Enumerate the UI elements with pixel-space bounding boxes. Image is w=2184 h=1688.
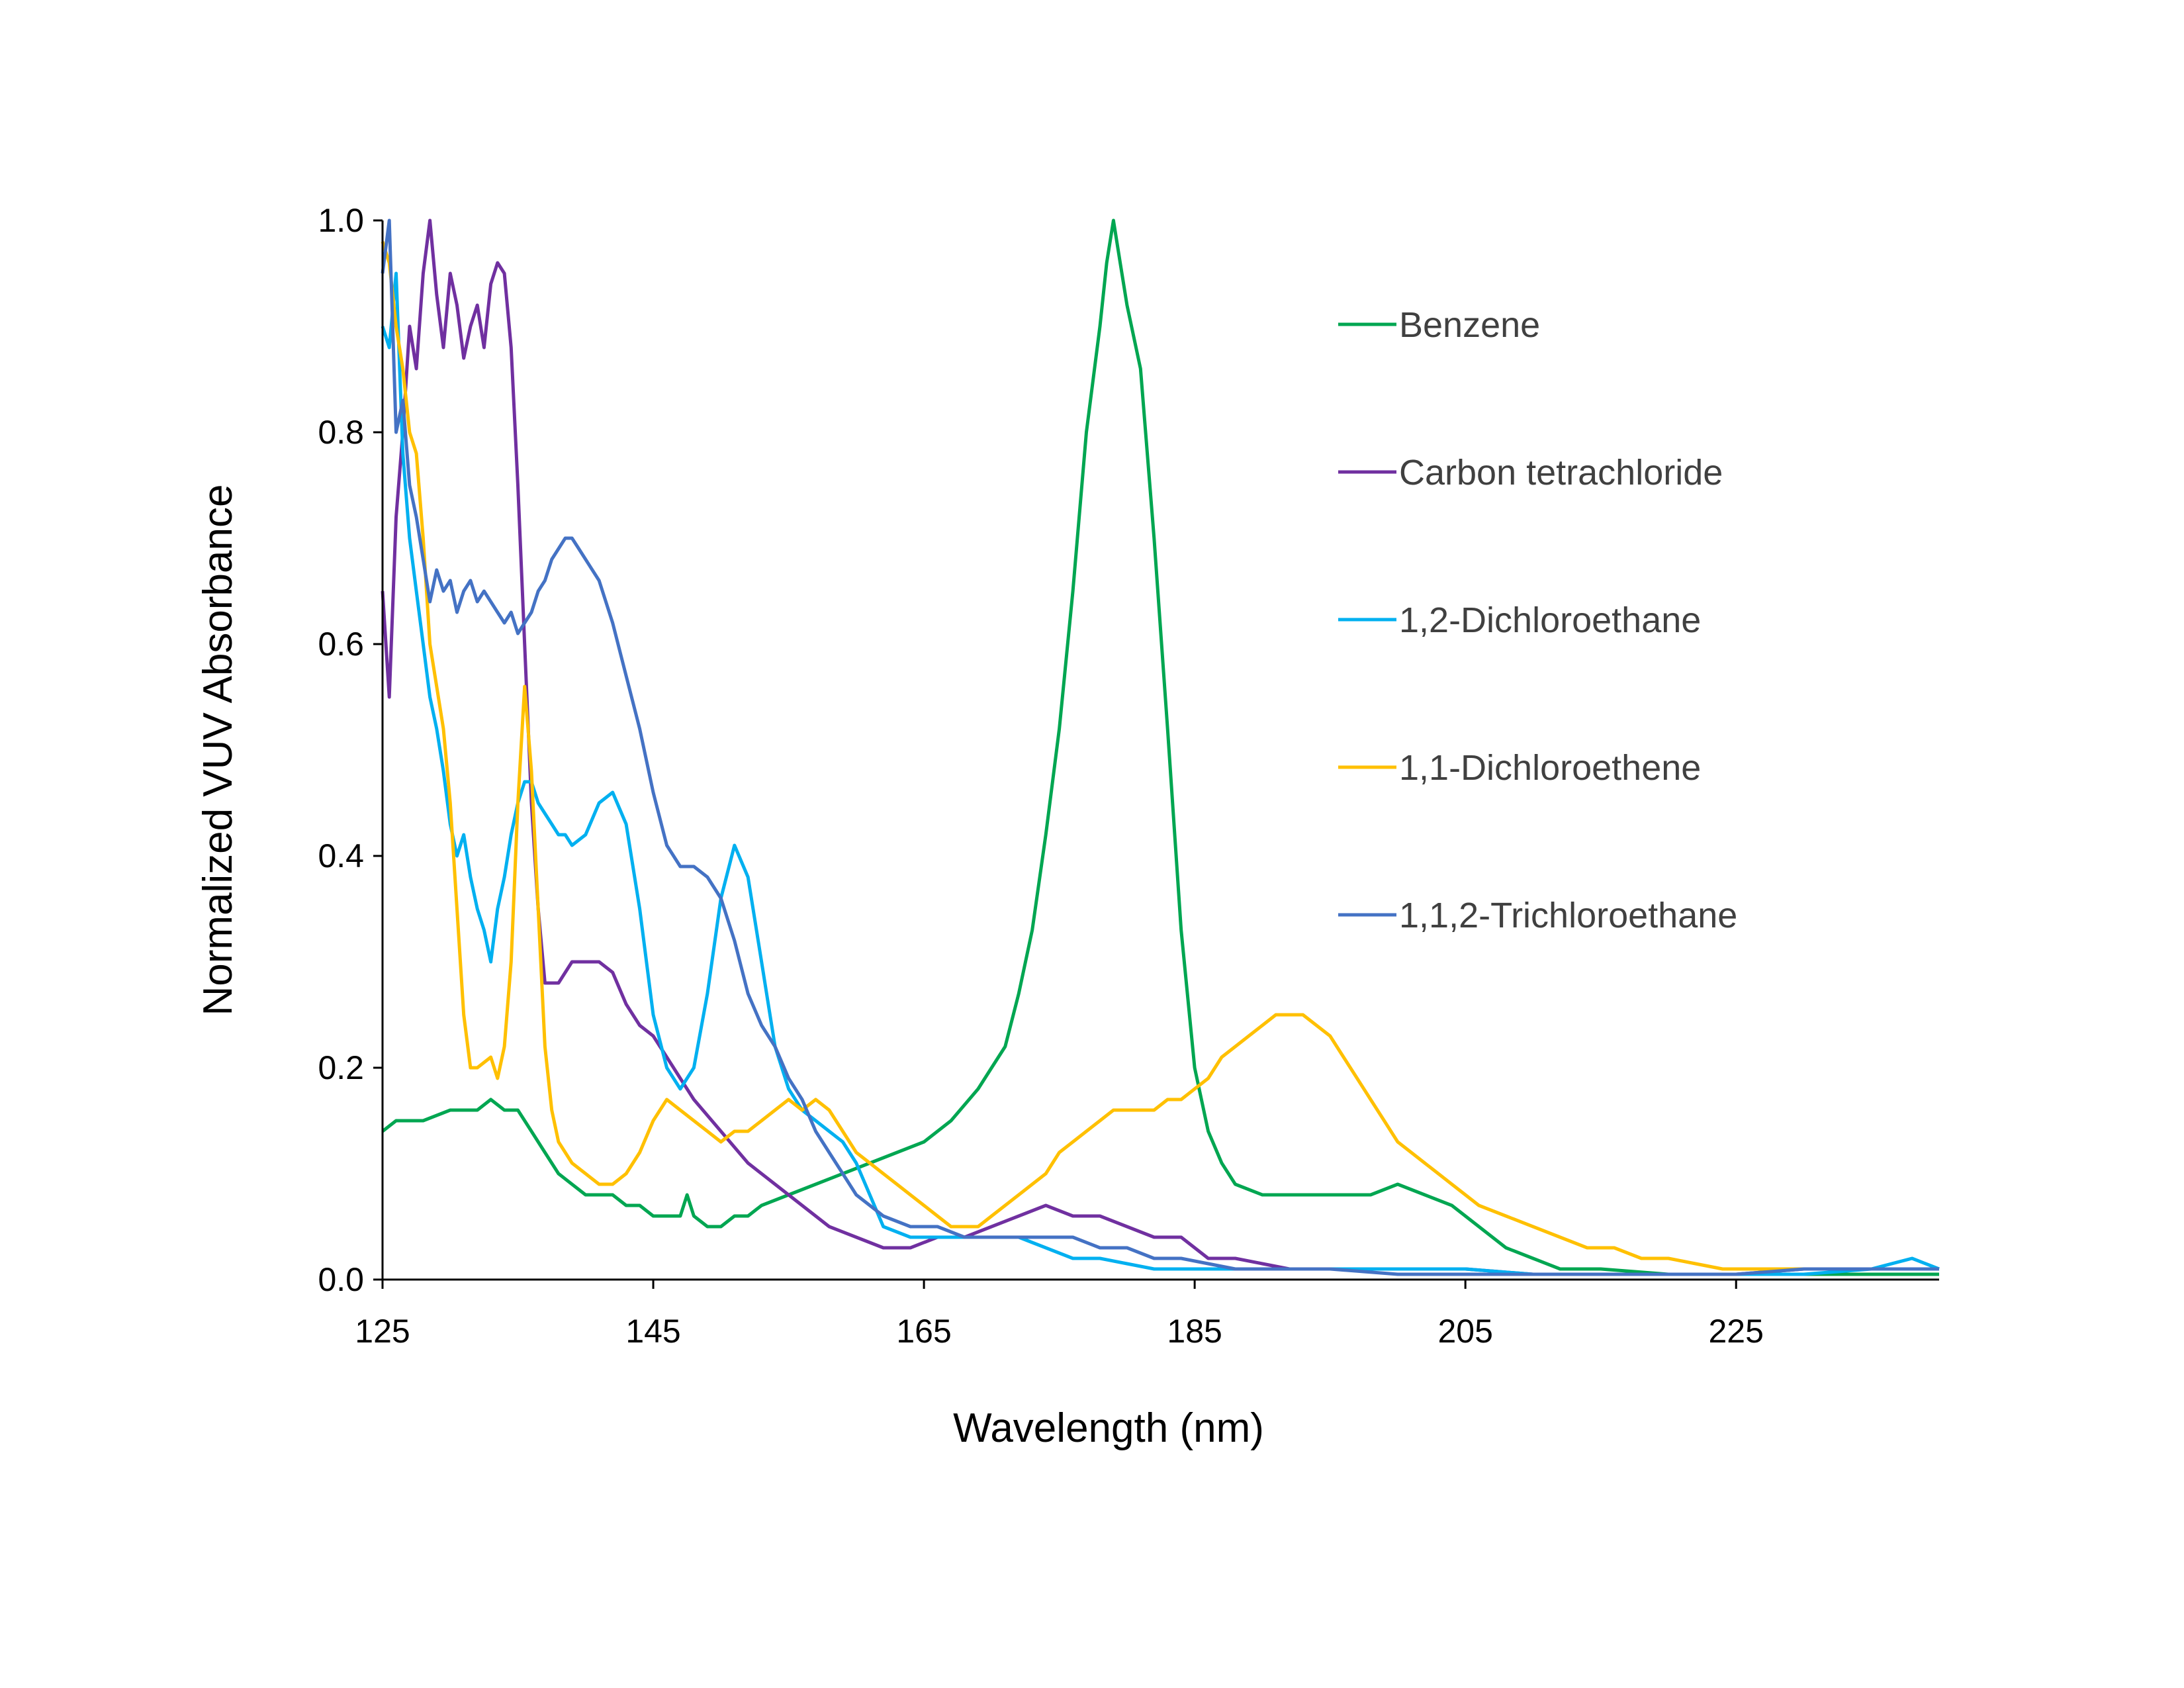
x-tick-label: 125 — [355, 1313, 410, 1350]
y-tick-label: 0.4 — [318, 837, 364, 874]
series-line-4 — [381, 241, 1939, 1271]
x-tick-label: 205 — [1437, 1313, 1492, 1350]
y-ticks: 0.0 0.2 0.4 0.6 0.8 1.0 — [318, 202, 383, 1298]
legend-label: 1,1,2-Trichloroethane — [1399, 896, 1737, 935]
series-line-5 — [381, 218, 1939, 1276]
y-tick-label: 0.6 — [318, 626, 364, 663]
legend-label: 1,2-Dichloroethane — [1399, 600, 1701, 640]
x-tick-label: 165 — [896, 1313, 951, 1350]
y-tick-label: 0.8 — [318, 414, 364, 451]
y-tick-label: 0.0 — [318, 1261, 364, 1298]
legend-label: Carbon tetrachloride — [1399, 453, 1723, 492]
x-tick-label: 185 — [1167, 1313, 1222, 1350]
legend-label: 1,1-Dichloroethene — [1399, 748, 1701, 788]
plot-series — [381, 218, 1940, 1276]
series-line-1 — [381, 218, 1939, 1276]
y-tick-label: 1.0 — [318, 202, 364, 239]
legend: Benzene Carbon tetrachloride 1,2-Dichloroe… — [1338, 305, 1737, 935]
series-line-3 — [381, 271, 1940, 1276]
legend-label: Benzene — [1399, 305, 1540, 345]
series-line-2 — [381, 218, 1939, 1276]
x-tick-label: 225 — [1708, 1313, 1763, 1350]
x-tick-label: 145 — [625, 1313, 680, 1350]
x-ticks: 125 145 165 185 205 225 — [355, 1280, 1764, 1350]
y-tick-label: 0.2 — [318, 1049, 364, 1086]
y-axis-title: Normalized VUV Absorbance — [195, 485, 241, 1016]
axes — [381, 220, 1939, 1281]
x-axis-title: Wavelength (nm) — [953, 1405, 1264, 1451]
